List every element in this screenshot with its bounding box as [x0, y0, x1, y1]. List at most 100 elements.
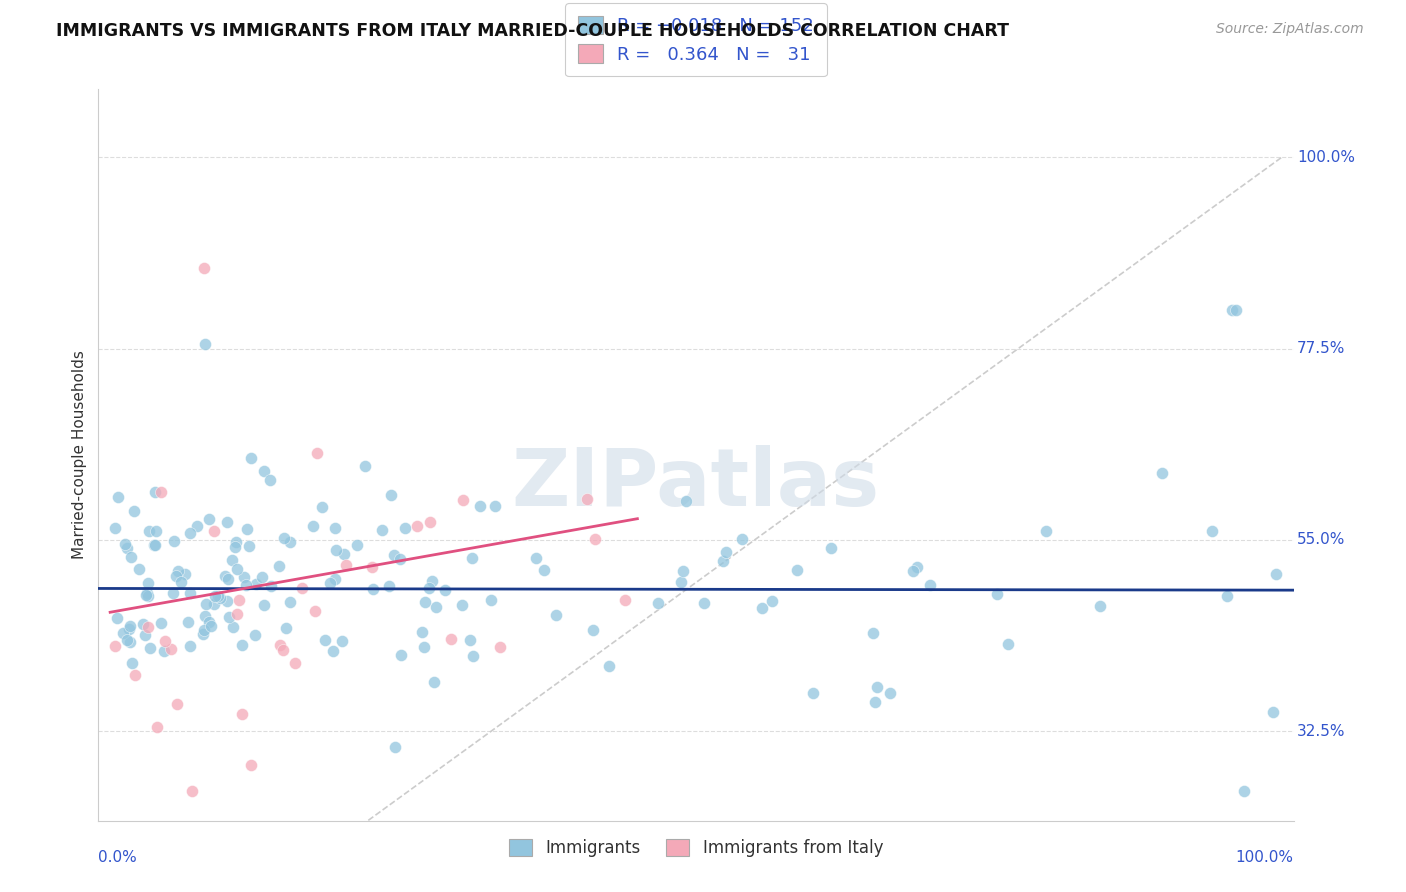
Point [271, 642, 294, 657]
Point [360, 560, 382, 574]
Point [193, 260, 215, 275]
Point [1216, 590, 1239, 604]
Point [204, 524, 226, 539]
Point [111, 625, 134, 640]
Point [138, 524, 160, 538]
Point [143, 538, 166, 552]
Point [866, 680, 889, 694]
Point [153, 644, 176, 658]
Point [461, 550, 484, 565]
Point [389, 648, 412, 663]
Point [225, 562, 247, 576]
Point [132, 617, 155, 632]
Point [461, 649, 484, 664]
Point [346, 538, 368, 552]
Point [862, 626, 884, 640]
Point [231, 638, 253, 652]
Text: 55.0%: 55.0% [1298, 533, 1346, 548]
Point [194, 609, 217, 624]
Point [479, 593, 502, 607]
Point [761, 594, 783, 608]
Point [284, 656, 307, 670]
Point [278, 535, 301, 549]
Point [163, 534, 186, 549]
Point [118, 622, 141, 636]
Point [820, 541, 842, 556]
Point [118, 619, 141, 633]
Point [413, 595, 436, 609]
Point [423, 674, 446, 689]
Point [304, 603, 326, 617]
Text: 0.0%: 0.0% [98, 850, 138, 865]
Point [166, 697, 188, 711]
Point [274, 622, 297, 636]
Point [418, 582, 440, 596]
Point [1233, 784, 1256, 798]
Point [388, 552, 411, 566]
Point [177, 615, 200, 629]
Point [335, 558, 357, 572]
Point [159, 642, 181, 657]
Point [460, 632, 482, 647]
Point [120, 635, 142, 649]
Text: IMMIGRANTS VS IMMIGRANTS FROM ITALY MARRIED-COUPLE HOUSEHOLDS CORRELATION CHART: IMMIGRANTS VS IMMIGRANTS FROM ITALY MARR… [56, 22, 1010, 40]
Point [613, 592, 636, 607]
Point [1152, 466, 1174, 480]
Point [863, 695, 886, 709]
Point [671, 575, 693, 590]
Point [103, 640, 125, 654]
Point [361, 582, 384, 596]
Point [226, 607, 249, 621]
Point [544, 607, 567, 622]
Point [371, 523, 394, 537]
Point [319, 576, 342, 591]
Point [207, 589, 229, 603]
Point [197, 511, 219, 525]
Point [332, 547, 354, 561]
Point [231, 707, 253, 722]
Point [526, 551, 548, 566]
Point [751, 601, 773, 615]
Point [224, 540, 246, 554]
Point [167, 565, 190, 579]
Point [576, 491, 599, 506]
Point [253, 598, 276, 612]
Point [107, 490, 129, 504]
Point [801, 686, 824, 700]
Point [598, 659, 620, 673]
Point [412, 640, 434, 654]
Legend: Immigrants, Immigrants from Italy: Immigrants, Immigrants from Italy [502, 832, 890, 863]
Point [647, 596, 669, 610]
Point [143, 484, 166, 499]
Point [146, 720, 169, 734]
Point [323, 521, 346, 535]
Point [470, 499, 492, 513]
Point [179, 586, 201, 600]
Point [450, 599, 472, 613]
Point [221, 553, 243, 567]
Point [533, 563, 555, 577]
Point [124, 667, 146, 681]
Point [259, 473, 281, 487]
Point [217, 594, 239, 608]
Point [233, 570, 256, 584]
Point [235, 578, 257, 592]
Point [136, 575, 159, 590]
Point [1035, 524, 1057, 538]
Point [245, 576, 267, 591]
Point [115, 632, 138, 647]
Point [260, 579, 283, 593]
Point [314, 632, 336, 647]
Point [240, 450, 263, 465]
Point [419, 516, 441, 530]
Point [273, 531, 295, 545]
Point [440, 632, 463, 647]
Point [149, 616, 172, 631]
Point [311, 500, 333, 515]
Point [582, 623, 605, 637]
Point [269, 559, 291, 574]
Point [134, 589, 156, 603]
Point [1088, 599, 1111, 613]
Point [425, 599, 447, 614]
Point [208, 591, 231, 606]
